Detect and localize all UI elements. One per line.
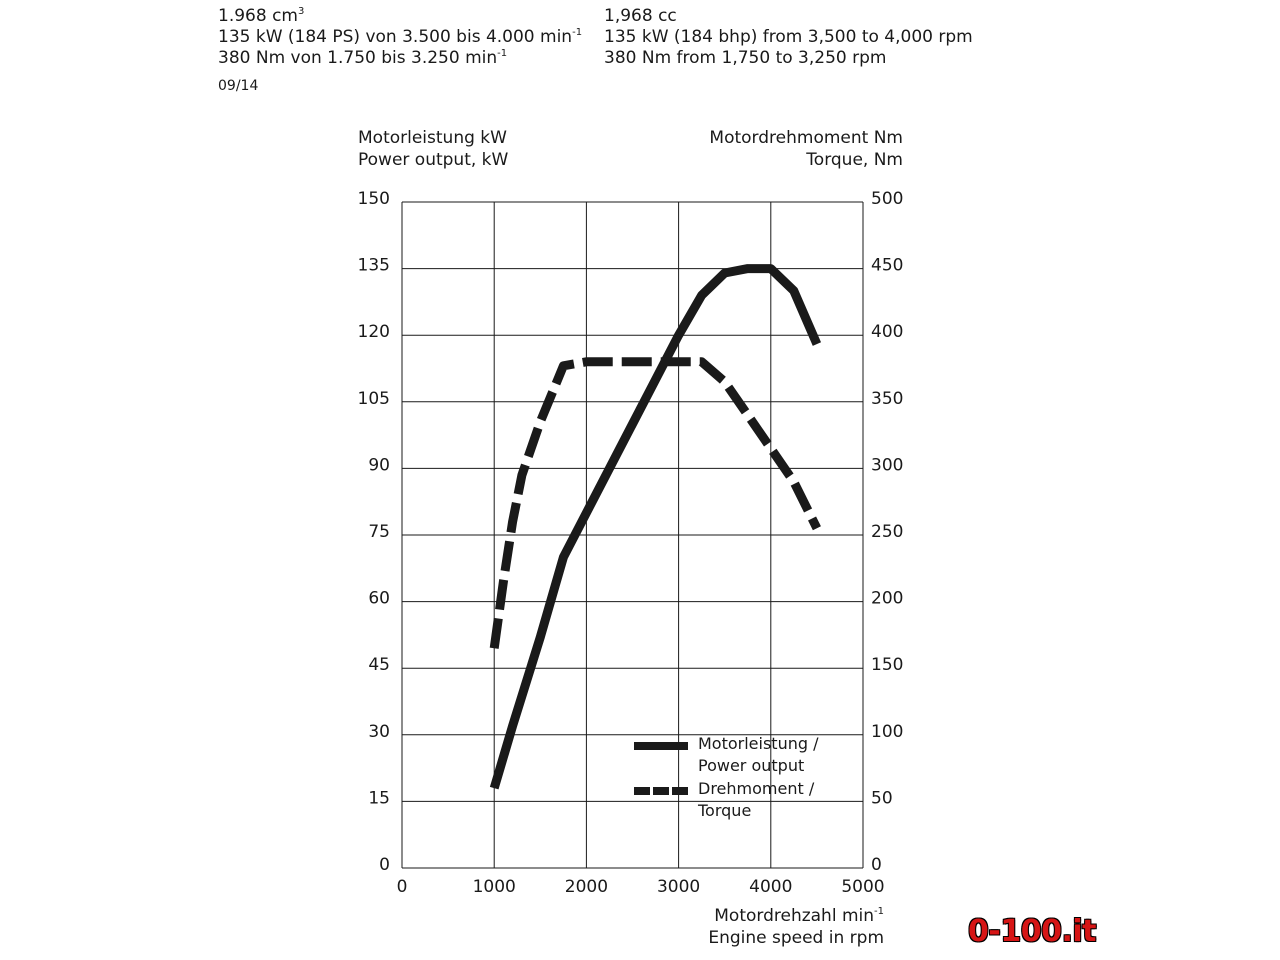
legend-label-power: Motorleistung / Power output: [698, 734, 819, 775]
legend-swatch-solid: [634, 742, 688, 750]
right-y-tick-label: 200: [871, 589, 903, 609]
right-axis-title-de: Motordrehmoment Nm: [709, 128, 903, 148]
left-axis-title: Motorleistung kW Power output, kW: [358, 127, 508, 171]
right-y-tick-label: 250: [871, 522, 903, 542]
right-y-tick-label: 350: [871, 389, 903, 409]
chart-legend: Motorleistung / Power output Drehmoment …: [630, 733, 819, 823]
spec-en-displacement: 1,968 cc: [604, 6, 677, 26]
right-y-tick-label: 0: [871, 855, 882, 875]
spec-de-power: 135 kW (184 PS) von 3.500 bis 4.000 min-…: [218, 27, 583, 47]
left-y-tick-label: 120: [358, 322, 390, 342]
right-y-tick-label: 450: [871, 256, 903, 276]
site-logo: 0-100.it: [968, 914, 1096, 949]
left-y-tick-label: 90: [368, 455, 390, 475]
x-axis-title-en: Engine speed in rpm: [708, 928, 884, 948]
x-axis-title: Motordrehzahl min-1 Engine speed in rpm: [708, 905, 884, 949]
right-axis-title: Motordrehmoment Nm Torque, Nm: [709, 127, 903, 171]
right-y-tick-label: 50: [871, 788, 893, 808]
legend-swatch-dashed: [634, 787, 688, 795]
torque-curve: [489, 357, 821, 649]
x-tick-label: 5000: [841, 877, 884, 897]
left-y-tick-label: 15: [368, 788, 390, 808]
legend-label-torque: Drehmoment / Torque: [698, 779, 815, 820]
spec-de-displacement: 1.968 cm3: [218, 6, 305, 26]
left-y-tick-label: 135: [358, 256, 390, 276]
x-tick-label: 3000: [657, 877, 700, 897]
right-axis-title-en: Torque, Nm: [806, 150, 903, 170]
spec-en-torque: 380 Nm from 1,750 to 3,250 rpm: [604, 48, 887, 68]
left-y-tick-label: 75: [368, 522, 390, 542]
x-tick-label: 2000: [565, 877, 608, 897]
spec-block-english: 1,968 cc 135 kW (184 bhp) from 3,500 to …: [604, 6, 973, 69]
right-y-tick-label: 100: [871, 722, 903, 742]
left-y-tick-label: 30: [368, 722, 390, 742]
spec-de-torque: 380 Nm von 1.750 bis 3.250 min-1: [218, 48, 508, 68]
x-tick-label: 0: [397, 877, 408, 897]
left-y-tick-label: 105: [358, 389, 390, 409]
right-y-tick-label: 150: [871, 655, 903, 675]
left-y-tick-label: 60: [368, 589, 390, 609]
spec-block-german: 1.968 cm3 135 kW (184 PS) von 3.500 bis …: [218, 6, 582, 69]
x-tick-label: 1000: [473, 877, 516, 897]
left-y-tick-label: 150: [358, 189, 390, 209]
right-y-tick-label: 500: [871, 189, 903, 209]
left-axis-title-de: Motorleistung kW: [358, 128, 507, 148]
left-axis-title-en: Power output, kW: [358, 150, 509, 170]
legend-item-power: Motorleistung / Power output: [630, 733, 819, 777]
x-axis-title-de: Motordrehzahl min-1: [714, 906, 884, 926]
x-tick-label: 4000: [749, 877, 792, 897]
power-curve: [489, 264, 822, 790]
left-y-tick-label: 0: [379, 855, 390, 875]
left-y-tick-label: 45: [368, 655, 390, 675]
right-y-tick-label: 300: [871, 455, 903, 475]
date-code: 09/14: [218, 78, 259, 94]
legend-item-torque: Drehmoment / Torque: [630, 778, 819, 822]
right-y-tick-label: 400: [871, 322, 903, 342]
spec-en-power: 135 kW (184 bhp) from 3,500 to 4,000 rpm: [604, 27, 973, 47]
